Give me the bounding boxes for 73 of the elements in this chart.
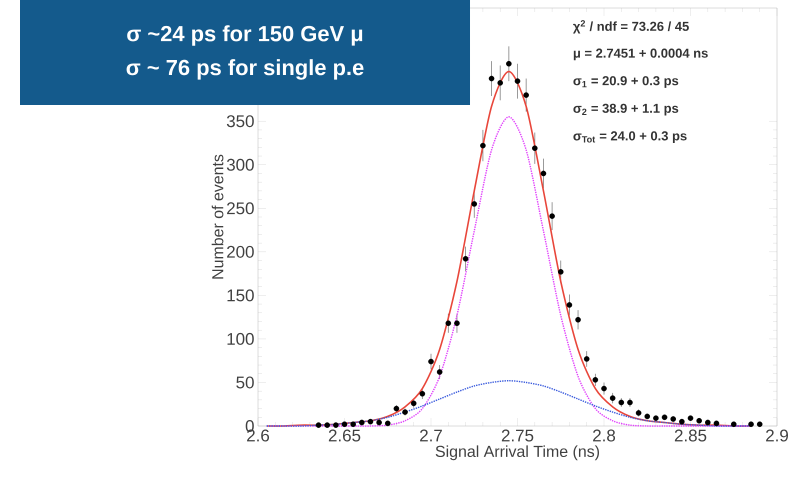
point	[756, 421, 763, 428]
point	[653, 415, 659, 421]
x-tick-label: 2.8	[593, 430, 616, 442]
x-tick-label: 2.75	[502, 430, 534, 442]
point	[471, 201, 478, 207]
point	[410, 400, 417, 406]
point	[488, 76, 494, 82]
point	[497, 80, 504, 86]
y-tick-label: 100	[228, 332, 254, 345]
point	[549, 213, 555, 219]
point	[584, 356, 590, 362]
x-tick-label: 2.7	[420, 430, 442, 442]
point	[705, 420, 711, 426]
point	[748, 421, 754, 428]
point	[558, 269, 564, 275]
point	[618, 400, 624, 406]
annotation: μ = 2.7451 + 0.0004 ns	[574, 48, 708, 60]
point	[454, 320, 460, 326]
point	[688, 415, 694, 421]
point	[316, 422, 322, 428]
y-tick-label: 300	[226, 158, 254, 171]
y-tick-label: 150	[228, 289, 254, 302]
x-tick-label: 2.85	[674, 430, 706, 442]
text: σ ~ 76 ps for single p.e	[126, 59, 364, 80]
point	[540, 170, 546, 176]
point	[506, 60, 512, 67]
point	[376, 420, 382, 426]
point	[575, 316, 581, 323]
y-tick-label: 350	[226, 115, 254, 128]
point	[730, 421, 737, 428]
point	[696, 418, 702, 424]
point	[523, 92, 529, 98]
point	[420, 390, 426, 397]
point	[342, 421, 348, 428]
point	[462, 256, 468, 262]
point	[350, 421, 356, 428]
text: σ ~24 ps for 150 GeV μ	[127, 25, 362, 46]
point	[644, 414, 650, 420]
x-axis-title: Signal Arrival Time (ns)	[436, 445, 599, 460]
point	[436, 369, 442, 375]
point	[679, 418, 685, 424]
point	[394, 406, 400, 412]
point	[566, 302, 572, 308]
point	[532, 145, 538, 152]
y-axis-title: Number of events	[212, 154, 224, 279]
y-tick-label: 50	[236, 376, 254, 388]
point	[402, 409, 408, 415]
annotation: σ$_{Tot}$ = 24.0 + 0.3 ps	[573, 131, 687, 144]
point	[333, 422, 339, 428]
point	[601, 386, 607, 392]
point	[670, 416, 676, 422]
point	[368, 418, 374, 424]
point	[592, 377, 598, 383]
x-tick-label: 2.9	[766, 430, 788, 442]
point	[514, 78, 520, 84]
annotation: χ$^{2}$ / ndf = 73.26 / 45	[573, 20, 689, 34]
point	[428, 358, 434, 364]
y-tick-label: 250	[227, 202, 254, 214]
annotation: σ$_{1}$ = 20.9 + 0.3 ps	[573, 76, 678, 88]
x-tick-label: 2.6	[247, 430, 270, 442]
point	[359, 420, 365, 426]
x-tick-label: 2.65	[328, 430, 360, 442]
point	[610, 395, 616, 401]
point	[636, 410, 642, 416]
point	[384, 420, 391, 426]
point	[480, 142, 486, 148]
point	[324, 422, 330, 428]
point	[446, 320, 452, 326]
point	[714, 420, 720, 426]
point	[662, 414, 668, 420]
annotation: σ$_{2}$ = 38.9 + 1.1 ps	[573, 104, 678, 116]
y-tick-label: 200	[227, 246, 254, 258]
point	[627, 400, 633, 406]
